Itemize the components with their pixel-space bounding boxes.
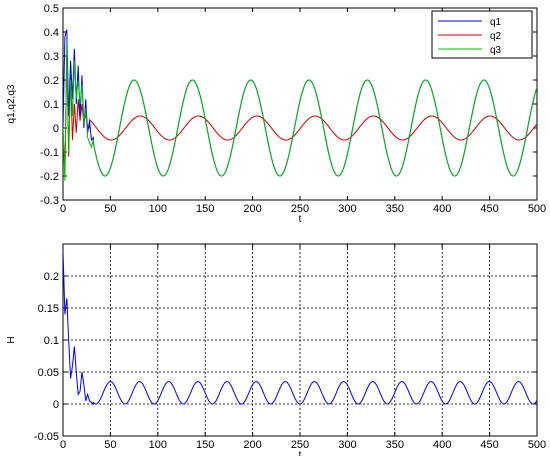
x-tick-label: 150 bbox=[196, 203, 214, 215]
top-plot: 0 50 100 150 200 250 300 350 400 450 500 -0.3 -0.2 -0… bbox=[6, 3, 546, 225]
x-tick-label: 350 bbox=[386, 203, 404, 215]
series-group bbox=[63, 250, 537, 406]
y-tick-label: -0.1 bbox=[40, 147, 59, 159]
x-tick-label: 250 bbox=[291, 203, 309, 215]
x-tick-label: 200 bbox=[243, 203, 261, 215]
y-tick-label: 0 bbox=[53, 123, 59, 135]
x-tick-label: 200 bbox=[243, 439, 261, 451]
y-axis-label: H bbox=[6, 336, 17, 343]
series-line-H bbox=[63, 250, 537, 406]
y-tick-label: 0 bbox=[53, 399, 59, 411]
y-tick-label: -0.3 bbox=[40, 195, 59, 207]
x-tick-label: 100 bbox=[149, 203, 167, 215]
y-tick-label: 0.2 bbox=[44, 271, 59, 283]
x-tick-label: 300 bbox=[338, 203, 356, 215]
x-tick-label: 50 bbox=[104, 203, 116, 215]
series-group bbox=[63, 29, 537, 181]
x-tick-label: 0 bbox=[60, 203, 66, 215]
y-tick-label: 0.5 bbox=[44, 3, 59, 15]
y-tick-label: 0.1 bbox=[44, 335, 59, 347]
y-tick-label: -0.2 bbox=[40, 171, 59, 183]
x-tick-label: 250 bbox=[291, 439, 309, 451]
x-tick-label: 500 bbox=[528, 439, 546, 451]
x-tick-label: 450 bbox=[480, 439, 498, 451]
y-tick-label: -0.05 bbox=[34, 431, 59, 443]
y-tick-label: 0.05 bbox=[38, 367, 59, 379]
x-tick-label: 0 bbox=[60, 439, 66, 451]
legend-label-q3: q3 bbox=[490, 45, 502, 56]
series-line-q3 bbox=[63, 41, 537, 181]
x-tick-label: 100 bbox=[149, 439, 167, 451]
x-tick-label: 50 bbox=[104, 439, 116, 451]
series-line-q2 bbox=[63, 55, 537, 172]
y-tick-label: 0.2 bbox=[44, 75, 59, 87]
legend: q1 q2 q3 bbox=[431, 10, 533, 59]
x-tick-label: 150 bbox=[196, 439, 214, 451]
legend-label-q1: q1 bbox=[490, 17, 502, 28]
y-tick-label: 0.15 bbox=[38, 303, 59, 315]
x-axis-label: t bbox=[299, 450, 302, 456]
y-tick-label: 0.1 bbox=[44, 99, 59, 111]
bottom-plot: 0 50 100 150 200 250 300 350 400 450 500-0.0500.05… bbox=[6, 243, 546, 456]
x-axis-label: t bbox=[299, 214, 302, 225]
legend-label-q2: q2 bbox=[490, 31, 502, 42]
x-tick-label: 500 bbox=[528, 203, 546, 215]
x-tick-label: 300 bbox=[338, 439, 356, 451]
y-tick-label: 0.3 bbox=[44, 51, 59, 63]
y-tick-label: 0.4 bbox=[44, 27, 59, 39]
x-tick-label: 400 bbox=[433, 439, 451, 451]
x-tick-label: 450 bbox=[480, 203, 498, 215]
y-axis-label: q1,q2,q3 bbox=[6, 84, 17, 123]
x-tick-label: 400 bbox=[433, 203, 451, 215]
x-tick-label: 350 bbox=[386, 439, 404, 451]
